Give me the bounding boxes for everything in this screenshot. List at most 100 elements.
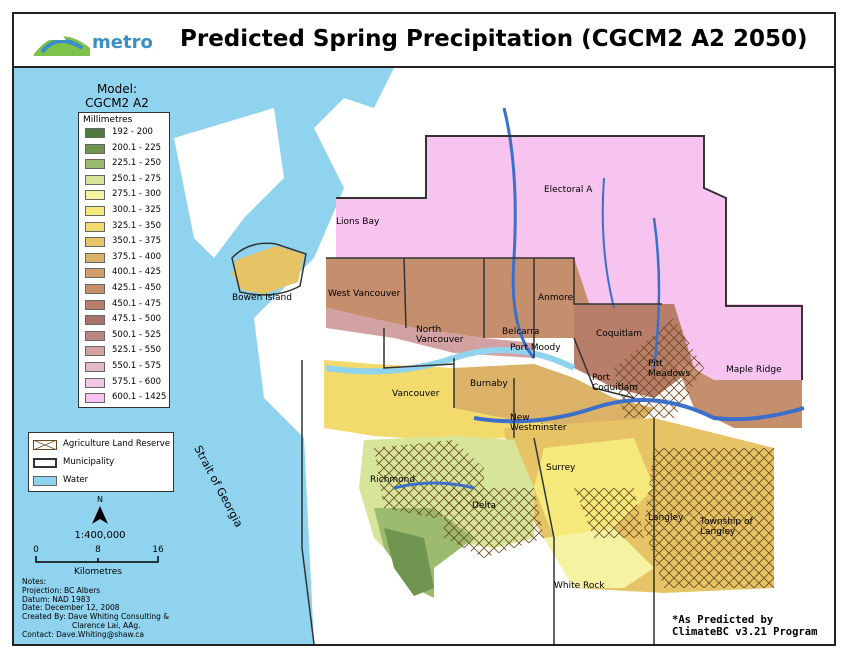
legend-class-label: 300.1 - 325: [112, 205, 162, 215]
label-bowen-island: Bowen Island: [232, 293, 292, 303]
label-delta: Delta: [472, 501, 496, 511]
legend-water-row: Water: [33, 473, 173, 489]
legend-class-row: 400.1 - 425: [85, 266, 169, 282]
legend-class-row: 550.1 - 575: [85, 360, 169, 376]
legend-model-label: Model:: [96, 82, 138, 96]
legend-class-row: 375.1 - 400: [85, 251, 169, 267]
label-vancouver: Vancouver: [392, 389, 440, 399]
region-maple-ridge-lower: [674, 358, 802, 428]
legend-class-swatch: [85, 315, 105, 326]
notes-contact: Contact: Dave.Whiting@shaw.ca: [22, 629, 144, 639]
coquitlam-lake: [601, 177, 615, 309]
region-white-rock: [544, 528, 654, 588]
alr-pitt-meadows: [614, 318, 704, 418]
legend-class-swatch: [85, 221, 105, 232]
legend-class-swatch: [85, 377, 105, 388]
legend-class-row: 575.1 - 600: [85, 376, 169, 392]
boundary-south: [301, 358, 655, 644]
legend-class-row: 300.1 - 325: [85, 204, 169, 220]
legend-class-row: 200.1 - 225: [85, 142, 169, 158]
notes-heading: Notes:: [22, 577, 47, 586]
label-langley: Langley: [648, 513, 684, 523]
legend-alr-label: Agriculture Land Reserve: [63, 439, 171, 449]
legend-class-label: 275.1 - 300: [112, 189, 162, 200]
legend-class-label: 400.1 - 425: [112, 267, 162, 278]
label-richmond: Richmond: [370, 475, 415, 485]
legend-class-swatch: [85, 174, 105, 185]
legend-class-label: 500.1 - 525: [112, 329, 162, 340]
legend-class-swatch: [85, 190, 105, 201]
legend-class-row: 192 - 200: [85, 126, 169, 142]
legend-unit-title: Millimetres: [83, 115, 133, 125]
legend-class-swatch: [85, 159, 105, 170]
scale-tick-0: 0: [33, 545, 39, 555]
label-township-langley: Township of Langley: [699, 517, 754, 537]
boundary-north-shore: [326, 257, 662, 358]
legend-class-swatch: [85, 268, 105, 279]
north-arrow-icon: [92, 506, 108, 524]
legend-class-row: 600.1 - 1425: [85, 391, 169, 407]
label-pitt-meadows: Pitt Meadows: [648, 359, 690, 379]
region-tsawwassen: [384, 528, 434, 596]
legend-municipality-label: Municipality: [63, 457, 115, 467]
legend-class-label: 225.1 - 250: [112, 158, 162, 169]
legend-class-row: 450.1 - 475: [85, 298, 169, 314]
legend-class-row: 325.1 - 350: [85, 220, 169, 236]
label-electoral-a: Electoral A: [544, 185, 593, 195]
label-belcarra: Belcarra: [502, 327, 539, 337]
scale-ratio: 1:400,000: [74, 530, 125, 541]
legend-class-row: 500.1 - 525: [85, 329, 169, 345]
legend-class-row: 250.1 - 275: [85, 173, 169, 189]
west-island: [174, 108, 284, 258]
legend-class-swatch: [85, 128, 105, 138]
legend-class-label: 450.1 - 475: [112, 298, 162, 309]
legend-class-label: 375.1 - 400: [112, 251, 162, 262]
legend-class-swatch: [85, 206, 105, 216]
label-surrey: Surrey: [546, 463, 576, 473]
legend-class-label: 425.1 - 450: [112, 283, 162, 293]
legend-class-swatch: [85, 330, 105, 341]
north-label: N: [97, 495, 103, 504]
legend-class-label: 550.1 - 575: [112, 361, 162, 371]
region-burnaby-east: [454, 364, 654, 428]
legend-class-label: 600.1 - 1425: [112, 392, 167, 403]
label-lions-bay: Lions Bay: [336, 217, 380, 227]
label-coquitlam: Coquitlam: [596, 329, 642, 339]
credit-line-2: ClimateBC v3.21 Program: [672, 626, 818, 638]
credit-line-1: *As Predicted by: [672, 614, 774, 626]
label-north-vancouver: North Vancouver: [416, 325, 464, 345]
legend-class-label: 475.1 - 500: [112, 314, 162, 325]
legend-class-label: 250.1 - 275: [112, 173, 162, 184]
scale-tick-16: 16: [152, 545, 164, 555]
label-port-coquitlam: Port Coquitlam: [592, 373, 638, 393]
label-new-westminster: New Westminster: [510, 413, 567, 433]
legend-class-swatch: [85, 237, 105, 248]
legend-class-label: 575.1 - 600: [112, 376, 162, 387]
legend-class-row: 225.1 - 250: [85, 157, 169, 173]
label-white-rock: White Rock: [554, 581, 605, 591]
legend-municipality-row: Municipality: [33, 455, 173, 471]
pitt-river: [652, 217, 661, 369]
legend-class-label: 350.1 - 375: [112, 236, 162, 247]
region-electoral-a: [336, 136, 726, 306]
legend-class-swatch: [85, 143, 105, 154]
label-maple-ridge: Maple Ridge: [726, 365, 782, 375]
municipality-swatch: [33, 458, 57, 468]
legend-class-label: 525.1 - 550: [112, 345, 162, 356]
legend-symbols: Agriculture Land Reserve Municipality Wa…: [28, 432, 174, 492]
metro-logo: [34, 30, 90, 56]
water-swatch: [33, 476, 57, 486]
boundary-north: [336, 135, 803, 380]
alr-delta: [444, 488, 544, 558]
scale-line: [35, 556, 159, 563]
alr-langley: [644, 448, 774, 588]
legend-water-label: Water: [63, 475, 89, 485]
legend-class-swatch: [85, 346, 105, 357]
scale-unit: Kilometres: [74, 567, 122, 577]
legend-class-row: 350.1 - 375: [85, 235, 169, 251]
climatebc-credit: *As Predicted by ClimateBC v3.21 Program: [672, 614, 817, 638]
label-west-vancouver: West Vancouver: [328, 289, 401, 299]
logo-text: metro: [92, 32, 153, 53]
legend-class-swatch: [85, 362, 105, 372]
scale-tick-8: 8: [95, 545, 101, 555]
